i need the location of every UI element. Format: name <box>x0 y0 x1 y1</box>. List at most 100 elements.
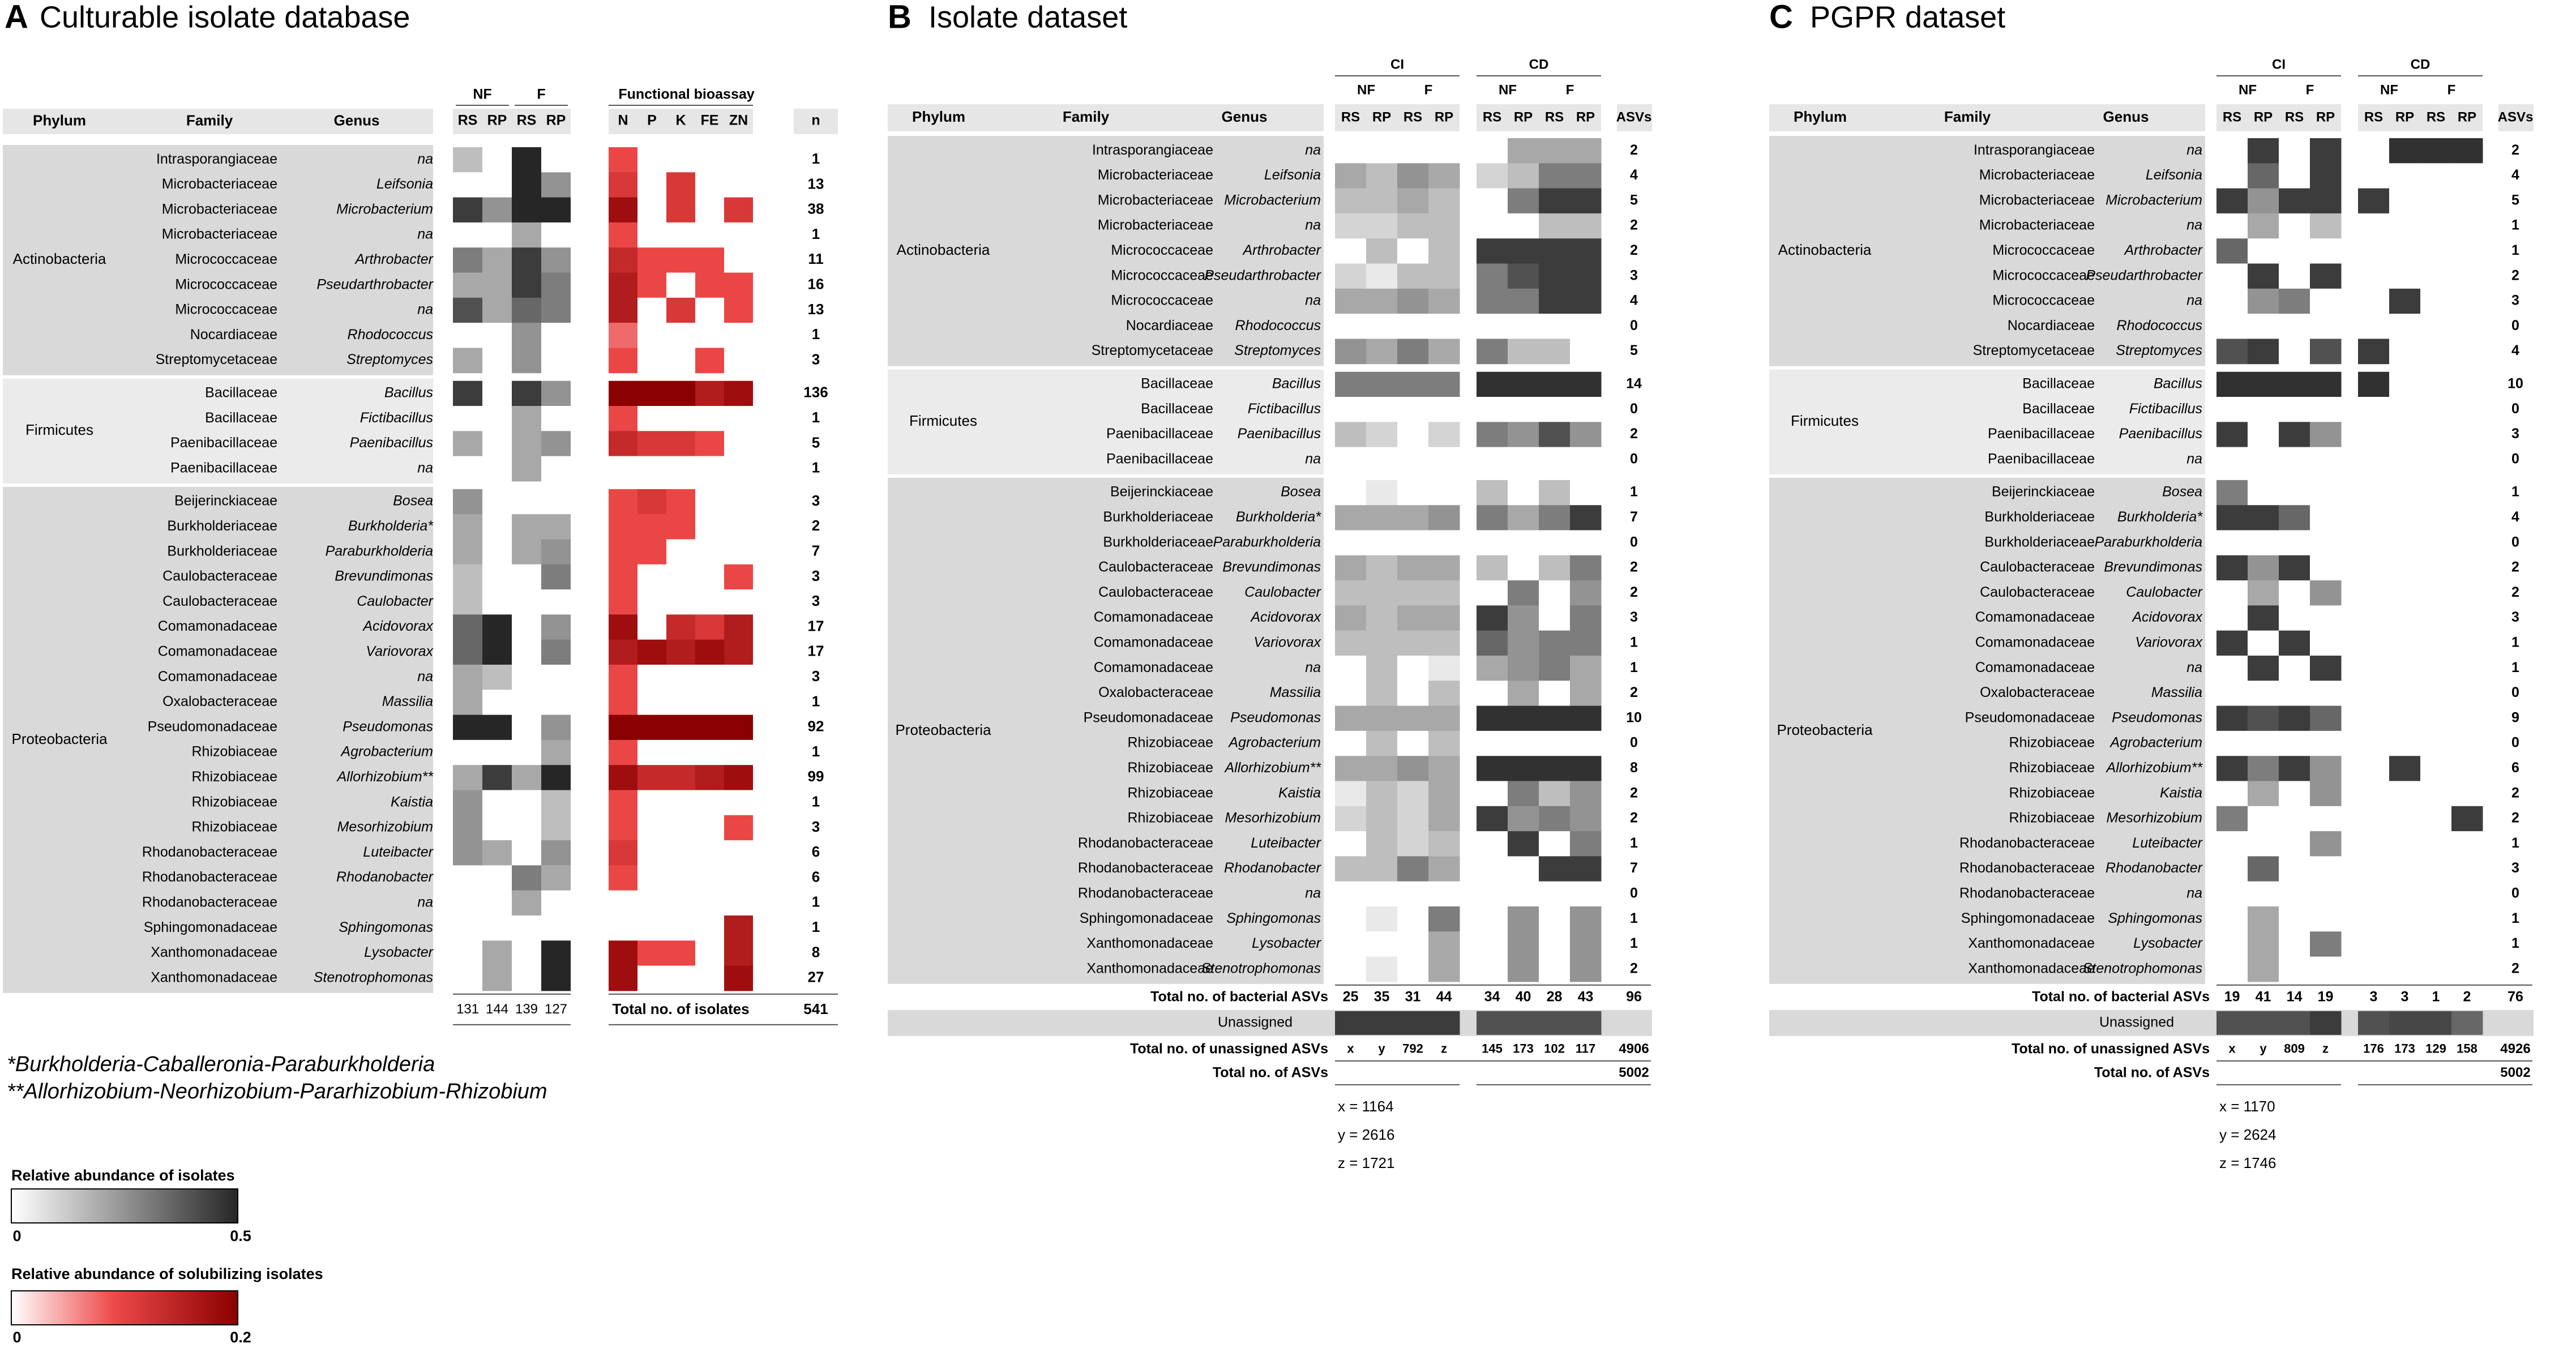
asv-count: 0 <box>2511 735 2519 751</box>
genus-label: Lysobacter <box>1252 935 1322 951</box>
family-label: Burkholderiaceae <box>1103 509 1213 525</box>
column-label: RS <box>1341 109 1360 125</box>
family-label: Caulobacteraceae <box>1980 559 2095 575</box>
asv-cell <box>1428 956 1460 982</box>
bioassay-cell <box>666 172 695 198</box>
asv-cell <box>2451 881 2483 907</box>
asv-cell <box>1539 806 1571 832</box>
family-label: Burkholderiaceae <box>1103 534 1213 550</box>
bioassay-cell <box>609 489 637 515</box>
asv-cell <box>2451 756 2483 781</box>
genus-label: Mesorhizobium <box>1225 810 1321 826</box>
bioassay-cell <box>724 456 753 482</box>
abundance-cell <box>453 765 482 790</box>
genus-label: Fictibacillus <box>1248 401 1321 417</box>
asv-cell <box>2451 505 2483 530</box>
abundance-cell <box>541 406 571 431</box>
n-value: 136 <box>803 384 828 401</box>
unassigned-asvs-label: Total no. of unassigned ASVs <box>1130 1041 1328 1057</box>
family-label: Intrasporangiaceae <box>156 151 277 167</box>
asv-cell <box>2310 288 2342 314</box>
bioassay-cell <box>666 890 695 916</box>
asv-cell <box>2310 530 2342 556</box>
asv-cell <box>2358 530 2390 556</box>
abundance-cell <box>512 197 541 223</box>
asv-cell <box>2451 681 2483 707</box>
header-band <box>453 109 571 134</box>
abundance-cell <box>453 714 482 741</box>
genus-label: Agrobacterium <box>1227 735 1321 751</box>
asv-count: 1 <box>2511 910 2519 926</box>
bioassay-cell <box>724 514 753 540</box>
family-label: Comamonadaceae <box>158 669 277 684</box>
family-label: Rhizobiaceae <box>1128 810 1214 826</box>
asvs-header: ASVs <box>1616 109 1652 125</box>
asv-cell <box>1539 881 1571 907</box>
abundance-cell <box>453 247 482 273</box>
family-label: Rhodanobacteraceae <box>1959 835 2095 851</box>
asv-cell <box>1539 831 1571 857</box>
bioassay-cell <box>724 489 753 515</box>
bioassay-cell <box>695 690 724 716</box>
asv-cell <box>2248 831 2279 857</box>
asv-cell <box>1570 163 1602 189</box>
bioassay-cell <box>695 965 724 991</box>
phylum-header: Phylum <box>33 112 86 129</box>
bioassay-cell <box>609 739 637 765</box>
asv-count: 3 <box>2511 609 2519 625</box>
asv-cell <box>2389 397 2421 422</box>
asv-cell <box>1335 856 1367 882</box>
asv-cell <box>1428 781 1460 807</box>
n-value: 5 <box>812 434 820 451</box>
asv-cell <box>2451 397 2483 422</box>
abundance-cell <box>541 247 571 273</box>
asv-cell <box>2389 339 2421 365</box>
asv-cell <box>2420 806 2452 832</box>
asv-cell <box>1335 530 1367 556</box>
bioassay-cell <box>695 172 724 198</box>
asv-count: 1 <box>2511 935 2519 951</box>
bioassay-cell <box>724 147 753 173</box>
bioassay-cell <box>724 915 753 941</box>
asv-cell <box>1335 263 1367 289</box>
genus-label: Lysobacter <box>2133 935 2203 951</box>
genus-label: Bosea <box>2162 484 2202 500</box>
asv-cell <box>1508 188 1539 214</box>
asv-cell <box>2358 931 2390 957</box>
asv-cell <box>2216 730 2248 756</box>
phylum-label: Actinobacteria <box>1778 241 1872 258</box>
asv-cell <box>2389 806 2421 832</box>
asv-cell <box>1508 630 1539 656</box>
asv-cell <box>2248 339 2279 365</box>
unassigned-asvs-value: x <box>2228 1042 2236 1056</box>
nf-label: NF <box>2380 82 2398 97</box>
bioassay-cell <box>666 639 695 665</box>
asv-cell <box>1397 881 1429 907</box>
asv-cell <box>1539 605 1571 631</box>
genus-label: Rhodococcus <box>2117 318 2202 333</box>
asv-cell <box>1428 705 1460 731</box>
genus-label: Bacillus <box>2154 375 2202 391</box>
asv-cell <box>1397 188 1429 214</box>
asv-count: 10 <box>1626 709 1642 725</box>
asv-cell <box>1539 314 1571 339</box>
family-label: Streptomycetaceae <box>1092 343 1213 358</box>
family-label: Rhodanobacteraceae <box>1959 885 2095 901</box>
asv-count: 7 <box>1630 509 1638 525</box>
genus-label: Agrobacterium <box>340 744 433 760</box>
asv-cell <box>1428 656 1460 681</box>
abundance-cell <box>482 272 512 298</box>
asv-cell <box>2248 314 2279 339</box>
unassigned-asvs-value: 809 <box>2284 1042 2305 1056</box>
asv-cell <box>1428 397 1460 422</box>
bioassay-cell <box>695 940 724 966</box>
genus-label: Bosea <box>393 493 433 509</box>
asv-cell <box>1570 138 1602 164</box>
asv-cell <box>2310 314 2342 339</box>
family-label: Paenibacillaceae <box>1106 426 1213 442</box>
abundance-cell <box>482 865 512 891</box>
abundance-cell <box>453 297 482 323</box>
asv-cell <box>2310 781 2342 807</box>
bioassay-cell <box>609 514 637 540</box>
asv-cell <box>2389 705 2421 731</box>
